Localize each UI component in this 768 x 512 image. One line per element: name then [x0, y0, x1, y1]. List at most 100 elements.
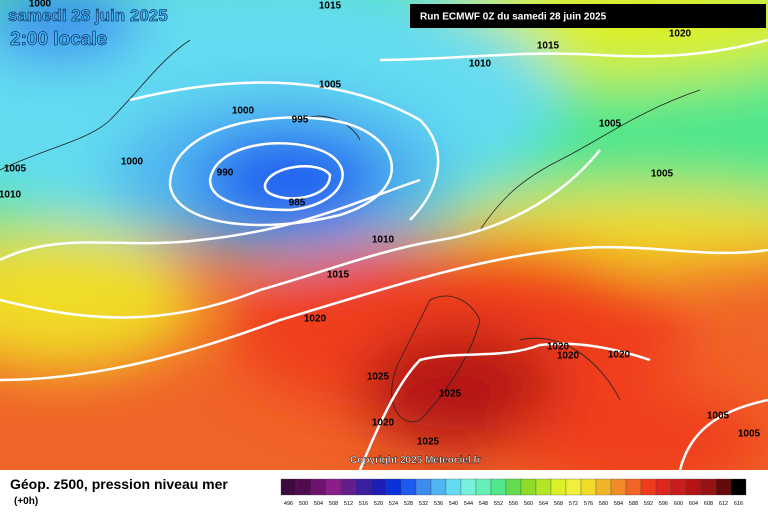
colorbar-swatch: [670, 478, 687, 496]
isobar-label: 1010: [372, 235, 395, 246]
colorbar-swatch: [430, 478, 447, 496]
colorbar-swatch: [475, 478, 492, 496]
colorbar-label: 524: [389, 501, 398, 507]
isobar-label: 1005: [599, 119, 622, 130]
isobar-label: 1005: [4, 164, 27, 175]
colorbar-swatch: [490, 478, 507, 496]
isobar-label: 995: [292, 115, 309, 126]
colorbar-swatch: [280, 478, 297, 496]
time-label: 2:00 locale: [10, 29, 107, 50]
field: [0, 0, 768, 470]
isobar-label: 1020: [557, 351, 580, 362]
colorbar-label: 608: [704, 501, 713, 507]
colorbar-swatch: [415, 478, 432, 496]
colorbar-label: 540: [449, 501, 458, 507]
footer-lead: (+0h): [14, 496, 38, 507]
colorbar-label: 612: [719, 501, 728, 507]
colorbar-swatch: [565, 478, 582, 496]
colorbar-swatch: [595, 478, 612, 496]
colorbar-swatch: [625, 478, 642, 496]
colorbar-label: 532: [419, 501, 428, 507]
colorbar-label: 496: [284, 501, 293, 507]
colorbar-swatch: [550, 478, 567, 496]
footer-title: Géop. z500, pression niveau mer: [10, 476, 228, 492]
colorbar-label: 516: [359, 501, 368, 507]
colorbar-label: 528: [404, 501, 413, 507]
colorbar-swatch: [340, 478, 357, 496]
colorbar-label: 576: [584, 501, 593, 507]
isobar-label: 1000: [29, 0, 52, 10]
isobar-label: 1010: [469, 59, 492, 70]
colorbar-swatch: [325, 478, 342, 496]
colorbar-swatch: [295, 478, 312, 496]
colorbar-label: 592: [644, 501, 653, 507]
colorbar-label: 520: [374, 501, 383, 507]
copyright: Copyright 2025 Meteociel.fr: [350, 455, 481, 466]
colorbar-swatch: [580, 478, 597, 496]
colorbar-label: 588: [629, 501, 638, 507]
isobar-labels: 1000 1015 1015 1020 1010 1005 1000 995 1000 990 98…: [0, 0, 761, 448]
colorbar-swatch: [685, 478, 702, 496]
colorbar-label: 580: [599, 501, 608, 507]
isobar-label: 1015: [327, 270, 350, 281]
colorbar-label: 600: [674, 501, 683, 507]
colorbar-label: 512: [344, 501, 353, 507]
colorbar-swatch: [730, 478, 747, 496]
colorbar-swatch: [610, 478, 627, 496]
isobar-label: 1005: [707, 411, 730, 422]
colorbar-label: 568: [554, 501, 563, 507]
isobar-label: 990: [217, 168, 234, 179]
colorbar-label: 584: [614, 501, 623, 507]
colorbar-swatch: [535, 478, 552, 496]
colorbar-swatch: [355, 478, 372, 496]
colorbar-label: 572: [569, 501, 578, 507]
colorbar-swatch: [520, 478, 537, 496]
colorbar-label: 504: [314, 501, 323, 507]
colorbar-label: 500: [299, 501, 308, 507]
colorbar-label: 508: [329, 501, 338, 507]
colorbar-swatch: [370, 478, 387, 496]
isobar-label: 1005: [319, 80, 342, 91]
isobar-label: 1020: [669, 29, 692, 40]
colorbar-swatch: [310, 478, 327, 496]
colorbar-swatch: [640, 478, 657, 496]
colorbar-label: 604: [689, 501, 698, 507]
colorbar-label: 596: [659, 501, 668, 507]
colorbar-swatch: [505, 478, 522, 496]
colorbar-label: 556: [509, 501, 518, 507]
colorbar-label: 536: [434, 501, 443, 507]
isobar-label: 1020: [304, 314, 327, 325]
isobar-label: 1000: [232, 106, 255, 117]
colorbar-swatch: [715, 478, 732, 496]
isobar-label: 1025: [439, 389, 462, 400]
isobar-label: 1015: [537, 41, 560, 52]
isobar-label: 1025: [367, 372, 390, 383]
colorbar-swatch: [460, 478, 477, 496]
run-label: Run ECMWF 0Z du samedi 28 juin 2025: [420, 12, 607, 23]
isobar-label: 1025: [417, 437, 440, 448]
colorbar-swatch: [385, 478, 402, 496]
isobar-label: 1015: [319, 1, 342, 12]
date-label: samedi 28 juin 2025: [8, 6, 168, 25]
colorbar-label: 552: [494, 501, 503, 507]
colorbar-label: 560: [524, 501, 533, 507]
colorbar-swatch: [400, 478, 417, 496]
isobar-label: 985: [289, 198, 306, 209]
isobar-label: 1020: [547, 342, 570, 353]
isobar-label: 1000: [121, 157, 144, 168]
colorbar: 496 500 504 508 512 516 520 524 528 532 536 540 544 5…: [280, 478, 747, 507]
colorbar-label: 544: [464, 501, 473, 507]
colorbar-swatch: [655, 478, 672, 496]
isobar-label: 1020: [372, 418, 395, 429]
colorbar-swatch: [700, 478, 717, 496]
isobar-label: 1020: [608, 350, 631, 361]
colorbar-label: 564: [539, 501, 548, 507]
colorbar-swatch: [445, 478, 462, 496]
isobar-label: 1010: [0, 190, 22, 201]
colorbar-label: 616: [734, 501, 743, 507]
run-box: [410, 4, 766, 28]
isobar-label: 1005: [738, 429, 761, 440]
colorbar-label: 548: [479, 501, 488, 507]
isobar-label: 1005: [651, 169, 674, 180]
